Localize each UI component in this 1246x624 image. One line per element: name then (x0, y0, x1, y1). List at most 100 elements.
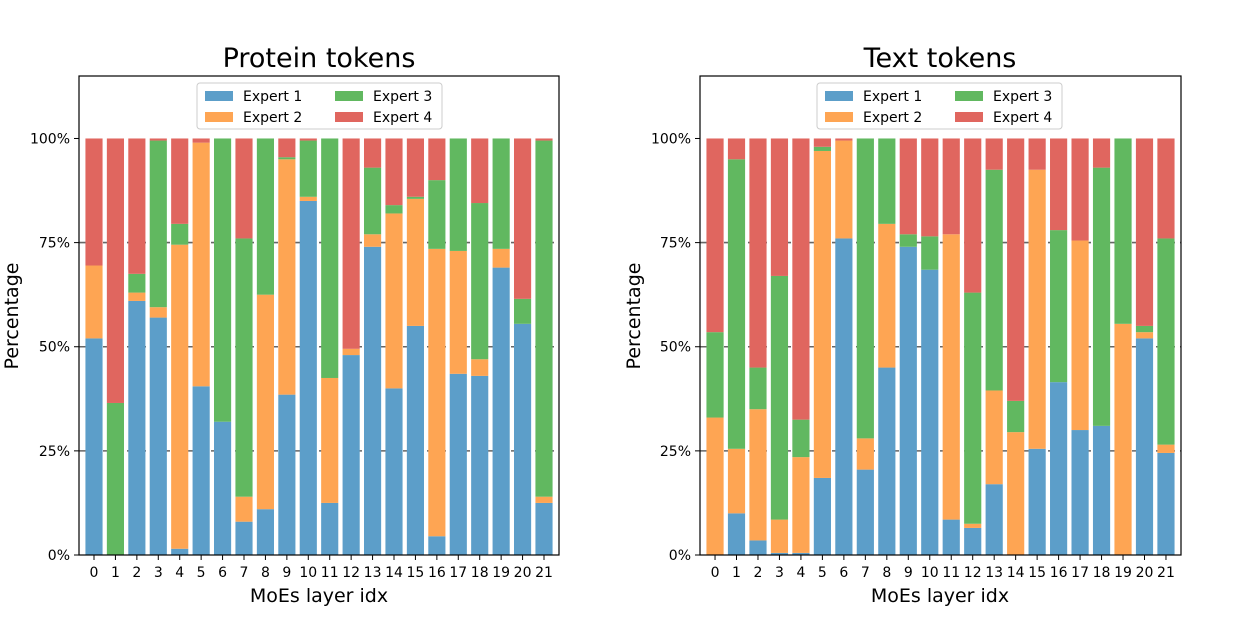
x-tick-label: 7 (240, 565, 249, 581)
x-tick-label: 7 (861, 565, 870, 581)
bar-segment-expert-3 (856, 138, 874, 439)
legend-swatch (335, 91, 363, 101)
legend-box (816, 82, 1063, 130)
bar-segment-expert-3 (106, 402, 124, 555)
x-tick-label: 9 (904, 565, 913, 581)
x-tick-label: 1 (732, 565, 741, 581)
bar-segment-expert-4 (1007, 138, 1025, 401)
bar-segment-expert-2 (471, 359, 489, 376)
x-tick-label: 18 (1093, 565, 1111, 581)
bar-segment-expert-2 (492, 248, 510, 268)
x-tick-label: 12 (342, 565, 360, 581)
chart-title: Protein tokens (223, 43, 416, 74)
legend-swatch (205, 112, 233, 122)
bar-segment-expert-3 (449, 138, 467, 251)
bar-segment-expert-2 (1028, 169, 1046, 449)
bar-segment-expert-4 (128, 138, 146, 274)
x-tick-label: 13 (985, 565, 1003, 581)
bar-segment-expert-1 (1071, 430, 1089, 555)
legend-swatch (955, 112, 983, 122)
bar-segment-expert-4 (770, 138, 789, 276)
bar-segment-expert-2 (1135, 332, 1154, 339)
bar-segment-expert-1 (149, 317, 167, 555)
legend-label: Expert 1 (863, 89, 922, 105)
bar-segment-expert-1 (192, 386, 210, 555)
bar-segment-expert-1 (1157, 452, 1175, 555)
x-tick-label: 6 (839, 565, 848, 581)
bar-segment-expert-4 (727, 138, 746, 160)
bar-segment-expert-2 (792, 457, 810, 553)
bar-segment-expert-2 (256, 294, 274, 510)
bar-segment-expert-1 (856, 469, 874, 555)
bar-segment-expert-2 (727, 448, 746, 514)
protein-tokens-panel: Protein tokens Percentage MoEs layer idx… (1, 43, 560, 607)
bar-segment-expert-2 (1114, 323, 1132, 555)
bar-segment-expert-4 (342, 138, 360, 349)
bar-segment-expert-4 (1050, 138, 1068, 231)
plot-frame (78, 75, 560, 556)
bar-segment-expert-1 (235, 521, 253, 555)
bar-segment-expert-4 (1071, 138, 1089, 241)
bar-segment-expert-1 (492, 267, 510, 555)
y-axis-label: Percentage (1, 263, 23, 370)
x-tick-label: 15 (407, 565, 425, 581)
legend-box (196, 82, 443, 130)
bar-segment-expert-1 (214, 421, 232, 555)
x-tick-label: 12 (964, 565, 982, 581)
bar-segment-expert-2 (1007, 432, 1025, 555)
bar-segment-expert-4 (964, 138, 982, 293)
bar-segment-expert-3 (149, 140, 167, 308)
bar-segment-expert-3 (964, 292, 982, 524)
bar-segment-expert-4 (278, 138, 296, 158)
bar-segment-expert-3 (171, 223, 189, 245)
y-axis-label: Percentage (623, 263, 645, 370)
x-tick-label: 10 (921, 565, 939, 581)
legend-swatch (335, 112, 363, 122)
bar-segment-expert-2 (406, 198, 424, 326)
x-ticks: 0 1 2 3 4 5 6 7 8 9 10 11 12 13 14 15 16 17 18 19 20 21 (711, 555, 1175, 581)
bar-segment-expert-3 (256, 138, 274, 295)
chart-title: Text tokens (863, 43, 1017, 74)
bar-segment-expert-3 (428, 180, 446, 249)
bar-segment-expert-2 (364, 234, 382, 247)
x-tick-label: 3 (775, 565, 784, 581)
y-ticks: 0% 25% 50% 75% 100% (30, 131, 79, 564)
legend-label: Expert 4 (373, 110, 432, 126)
bar-segment-expert-1 (813, 477, 831, 555)
legend-label: Expert 2 (863, 110, 922, 126)
bar-segment-expert-4 (1028, 138, 1046, 170)
legend-label: Expert 3 (993, 89, 1052, 105)
bar-segment-expert-3 (364, 167, 382, 235)
bar-segment-expert-1 (256, 509, 274, 555)
y-tick-label: 50% (39, 340, 70, 356)
bar-segment-expert-4 (706, 138, 724, 333)
bar-segment-expert-4 (299, 138, 317, 141)
x-tick-label: 17 (449, 565, 467, 581)
bar-segment-expert-3 (535, 140, 553, 497)
bar-segment-expert-2 (278, 159, 296, 395)
bar-segment-expert-4 (942, 138, 960, 235)
bar-segment-expert-1 (942, 519, 960, 555)
x-tick-label: 15 (1028, 565, 1046, 581)
bar-segment-expert-3 (878, 138, 896, 224)
bar-segment-expert-3 (899, 234, 917, 247)
bar-segment-expert-2 (321, 377, 339, 503)
bar-segment-expert-2 (235, 496, 253, 522)
x-tick-label: 10 (299, 565, 317, 581)
bar-segment-expert-1 (428, 536, 446, 555)
bar-segment-expert-4 (106, 138, 124, 403)
bar-segment-expert-4 (749, 138, 767, 368)
x-tick-label: 18 (471, 565, 489, 581)
bar-segment-expert-3 (1114, 138, 1132, 324)
legend-label: Expert 3 (373, 89, 432, 105)
legend-swatch (825, 91, 853, 101)
bar-segment-expert-1 (899, 246, 917, 555)
bar-segment-expert-3 (792, 419, 810, 458)
bar-segment-expert-1 (985, 484, 1003, 555)
x-tick-label: 0 (711, 565, 720, 581)
bar-segment-expert-3 (1092, 167, 1111, 426)
bar-segment-expert-3 (1007, 400, 1025, 433)
bar-segment-expert-1 (964, 527, 982, 555)
bar-segment-expert-4 (535, 138, 553, 141)
bar-segment-expert-3 (514, 298, 532, 324)
